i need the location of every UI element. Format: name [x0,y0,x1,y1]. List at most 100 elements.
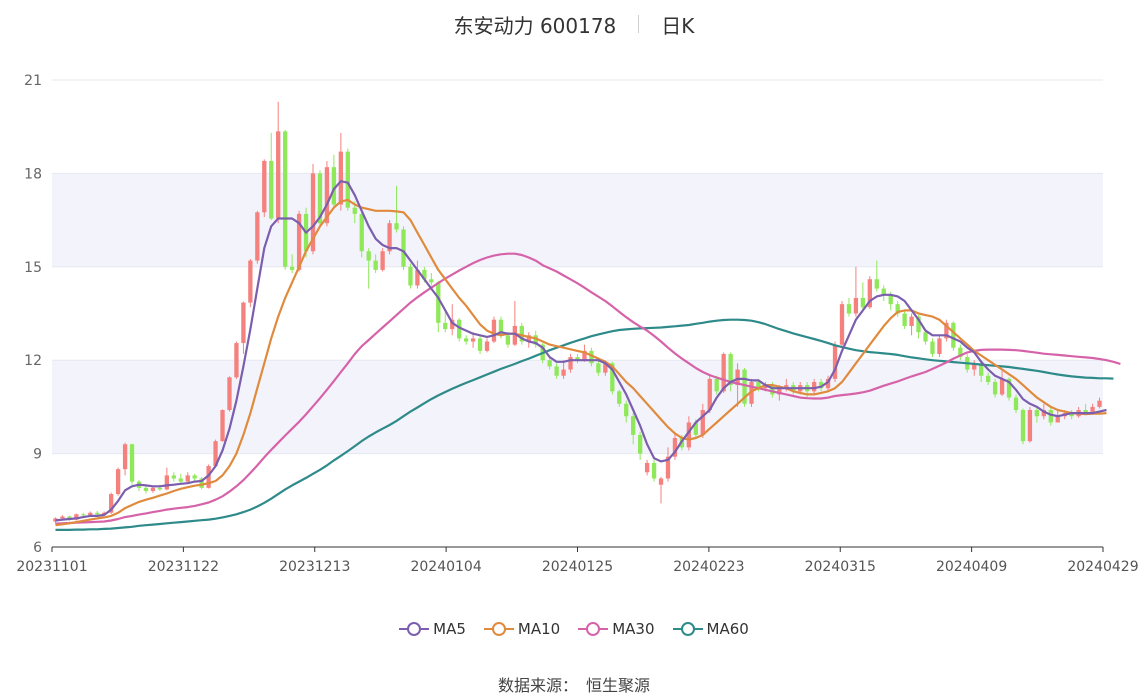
candle-body [644,462,650,473]
candle-body [916,316,921,333]
candle-body [415,269,420,286]
candle-body [366,251,371,261]
candle-body [770,385,775,395]
series-line-ma30 [55,252,1121,525]
candle-body [296,213,302,270]
candle-body [276,131,281,219]
candle-body [512,325,518,345]
candle-body [255,212,260,261]
data-source: 数据来源： 恒生聚源 [0,672,1148,696]
candle-body [617,391,622,404]
candle-body [164,475,170,490]
candle-body [150,487,156,491]
candle-body [839,304,845,345]
candle-body [359,213,364,252]
x-tick-label: 20231122 [148,559,219,575]
candle-body [1027,410,1033,442]
candle-body [1090,406,1095,414]
candle-body [505,335,511,345]
candle-body [728,353,733,386]
candle-body [589,350,594,364]
legend-item-ma60[interactable]: MA60 [672,620,749,638]
candle-body [972,363,977,370]
candle-body [491,319,497,342]
candle-body [436,282,441,323]
candles-group [53,101,1102,524]
candle-body [519,325,524,342]
candle-body [1006,378,1012,398]
candle-body [811,381,817,392]
candle-body [178,478,183,482]
legend-label-ma10: MA10 [517,620,561,638]
candle-body [192,475,197,479]
candle-body [1097,400,1102,407]
candle-body [345,151,350,208]
legend-marker-ma5 [399,622,430,636]
legend-item-ma30[interactable]: MA30 [578,620,655,638]
candle-body [958,347,963,358]
candle-body [373,260,378,270]
grid-band [52,360,1103,454]
legend-label-ma30: MA30 [612,620,655,638]
candle-body [721,353,726,392]
chart-title: 东安动力 600178 日K [0,8,1148,40]
candle-body [693,422,698,435]
candle-body [554,366,559,376]
candle-body [457,319,462,339]
candle-body [547,360,552,367]
candle-body [289,266,295,270]
candle-body [206,466,211,488]
legend-marker-ma60 [672,622,703,636]
candle-body [937,338,942,354]
candle-body [408,266,413,286]
candle-body [874,279,879,289]
candle-body [262,160,267,213]
candle-body [846,304,852,314]
candle-body [561,369,566,376]
candle-body [484,341,490,351]
candle-body [944,322,949,339]
stock-name: 东安动力 [453,13,534,38]
candle-body [1048,410,1053,423]
legend-item-ma10[interactable]: MA10 [483,620,561,638]
series-line-ma10 [55,198,1107,527]
candle-body [60,516,65,519]
candle-body [387,223,392,252]
candle-body [603,363,608,373]
candle-body [380,251,385,270]
candle-body [352,207,357,214]
candle-body [394,223,399,230]
candle-body [909,316,914,326]
candle-body [143,487,149,491]
y-tick-label: 9 [33,447,42,463]
candle-body [742,369,747,404]
candle-body [1020,410,1026,442]
candle-body [1055,416,1060,423]
legend-label-ma5: MA5 [433,620,466,638]
candle-body [220,410,225,442]
grid-band [52,173,1103,267]
candle-body [985,375,991,382]
x-tick-label: 20240104 [410,559,481,575]
candle-body [401,229,406,267]
candle-body [227,377,232,411]
candle-body [700,410,705,435]
legend-item-ma5[interactable]: MA5 [399,620,466,638]
candle-body [248,260,253,303]
y-tick-label: 12 [24,353,42,369]
candle-body [714,378,719,392]
x-tick-label: 20231213 [279,559,350,575]
candle-body [470,338,476,342]
title-separator [638,15,640,33]
candle-body [115,469,121,495]
candle-body [199,478,204,488]
candle-body [860,297,866,308]
candle-body [686,422,692,448]
candle-body [832,344,838,379]
candle-body [157,487,163,490]
candle-body [651,462,657,479]
data-source-label: 数据来源： [497,676,578,695]
candle-body [1034,410,1040,417]
legend-marker-ma30 [578,622,609,636]
candle-body [637,434,643,454]
